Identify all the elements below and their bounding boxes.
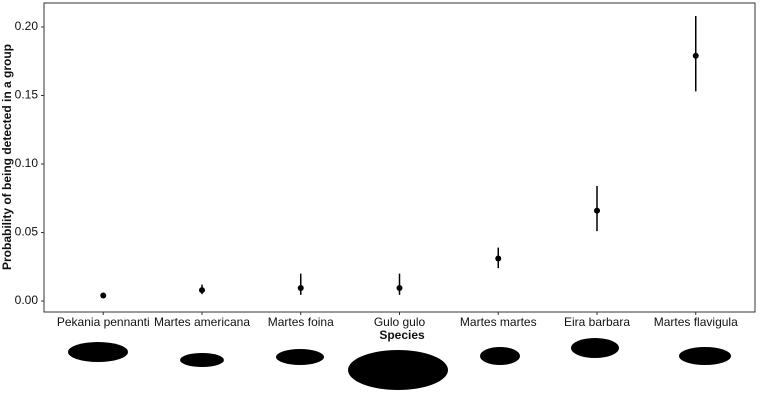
x-tick-label: Pekania pennanti: [57, 315, 150, 329]
silhouette: [180, 353, 224, 367]
y-tick-label: 0.00: [15, 293, 39, 307]
point: [297, 285, 304, 292]
silhouette: [276, 349, 324, 365]
point: [100, 292, 107, 299]
point: [396, 285, 403, 292]
silhouette: [68, 342, 128, 362]
point: [594, 207, 600, 214]
point: [199, 287, 205, 294]
x-tick-label: Martes americana: [154, 315, 250, 329]
silhouette: [679, 347, 731, 365]
y-tick-label: 0.10: [15, 156, 39, 170]
silhouette: [480, 347, 520, 365]
x-tick-label: Gulo gulo: [374, 315, 426, 329]
silhouette: [348, 350, 448, 390]
y-tick-label: 0.05: [15, 225, 39, 239]
point: [692, 52, 699, 59]
y-tick-label: 0.20: [15, 19, 39, 33]
silhouettes: [68, 338, 731, 390]
point: [495, 255, 502, 262]
x-tick-label: Eira barbara: [564, 315, 630, 329]
plot-frame: [43, 2, 756, 313]
silhouette: [571, 338, 619, 358]
x-tick-label: Martes flavigula: [654, 315, 738, 329]
y-axis-title: Probability of being detected in a group: [0, 44, 14, 270]
y-tick-label: 0.15: [15, 88, 39, 102]
x-tick-label: Martes foina: [268, 315, 334, 329]
x-tick-label: Martes martes: [460, 315, 537, 329]
x-axis-title: Species: [379, 328, 425, 342]
